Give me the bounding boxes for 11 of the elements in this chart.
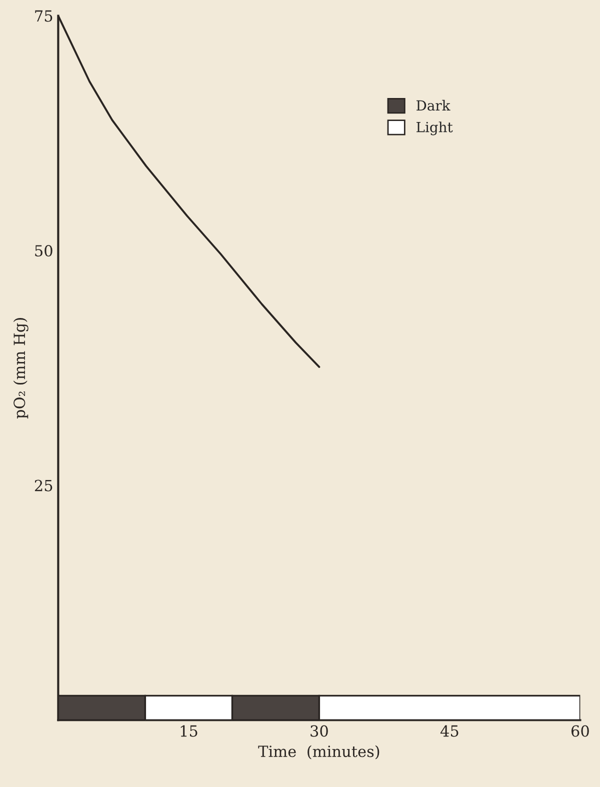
x-tick-label: 30	[310, 725, 328, 737]
y-tick-label: 50	[35, 244, 52, 257]
y-axis-title: pO₂ (mm Hg)	[13, 318, 28, 419]
x-tick-label: 45	[440, 725, 458, 737]
legend-label: Light	[416, 122, 453, 136]
y-tick-label: 75	[35, 10, 52, 22]
x-axis-title: Time (minutes)	[258, 745, 380, 760]
x-tick-label: 60	[572, 725, 589, 737]
y-tick-label: 25	[34, 480, 52, 492]
x-tick-label: 15	[180, 725, 198, 737]
legend-label: Dark	[416, 100, 450, 111]
